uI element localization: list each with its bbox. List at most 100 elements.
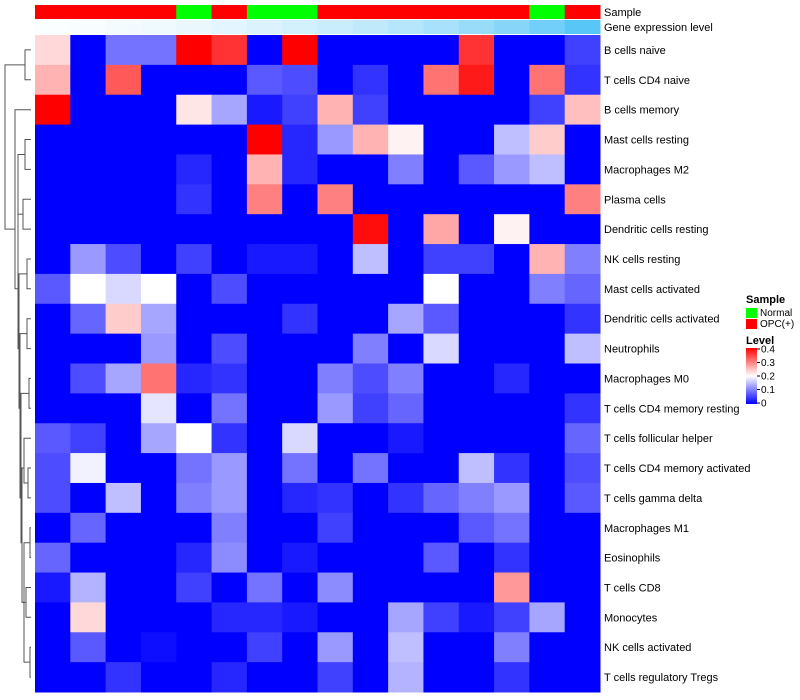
dendrogram-branch — [29, 646, 31, 678]
row-label: T cells CD4 naive — [604, 75, 690, 87]
heatmap-cell — [423, 363, 460, 394]
heatmap-cell — [70, 512, 107, 544]
gene-expression-track — [35, 20, 601, 34]
heatmap-cell — [388, 512, 424, 544]
heatmap-cell — [529, 244, 566, 275]
heatmap-cell — [70, 423, 107, 454]
heatmap-cell — [494, 572, 530, 603]
heatmap-cell — [282, 542, 318, 574]
heatmap-cell — [388, 273, 424, 305]
legend-level-tick-label: 0.3 — [761, 358, 775, 369]
heatmap-cell — [564, 35, 601, 66]
heatmap-cell — [564, 303, 601, 335]
heatmap-cell — [140, 154, 177, 185]
heatmap-cell — [211, 572, 248, 603]
heatmap-cell — [70, 184, 107, 215]
heatmap-cell — [176, 602, 213, 633]
heatmap-cell — [246, 333, 283, 364]
heatmap-cell — [352, 214, 389, 245]
dendrogram-branch — [29, 527, 31, 559]
heatmap-cell — [317, 453, 354, 484]
sample-annotation-cell — [423, 5, 460, 19]
heatmap-cell — [352, 273, 389, 305]
sample-annotation-track — [35, 5, 601, 19]
heatmap-cell — [317, 482, 354, 514]
heatmap-cell — [529, 572, 566, 603]
heatmap-cell — [35, 572, 71, 603]
heatmap-cell — [282, 662, 318, 693]
row-label: Mast cells resting — [604, 135, 689, 147]
heatmap-cell — [388, 393, 424, 424]
heatmap-cell — [458, 363, 495, 394]
heatmap-cell — [211, 214, 248, 245]
heatmap-cell — [140, 453, 177, 484]
heatmap-cell — [282, 632, 318, 663]
heatmap-cell — [105, 184, 142, 215]
expression-annotation-cell — [140, 20, 177, 34]
heatmap-cell — [388, 572, 424, 603]
heatmap-cell — [176, 184, 213, 215]
heatmap-cell — [105, 363, 142, 394]
heatmap-cell — [494, 512, 530, 544]
heatmap-cell — [35, 393, 71, 424]
heatmap-cell — [246, 214, 283, 245]
heatmap-cell — [458, 124, 495, 155]
legend: Sample Normal OPC(+) Level 0.4 0.3 0.2 0.1 0 — [746, 294, 794, 410]
heatmap-cell — [423, 94, 460, 126]
legend-level-title: Level — [746, 335, 774, 347]
heatmap-cell — [423, 423, 460, 454]
heatmap-cell — [423, 214, 460, 245]
heatmap-cell — [494, 214, 530, 245]
sample-annotation-cell — [317, 5, 354, 19]
dendrogram-branch — [18, 273, 27, 409]
heatmap-cell — [246, 423, 283, 454]
heatmap-cell — [423, 35, 460, 66]
row-label: Macrophages M2 — [604, 164, 689, 176]
heatmap-cell — [282, 64, 318, 96]
heatmap-cell — [529, 124, 566, 155]
heatmap-cell — [70, 333, 107, 364]
heatmap-cell — [564, 124, 601, 155]
heatmap-cell — [564, 572, 601, 603]
dendrogram-branch — [17, 154, 25, 350]
heatmap-cell — [70, 632, 107, 663]
heatmap-cell — [352, 154, 389, 185]
heatmap-cell — [140, 363, 177, 394]
expression-annotation-cell — [352, 20, 389, 34]
row-label: B cells memory — [604, 105, 680, 117]
heatmap-cell — [564, 214, 601, 245]
heatmap-cell — [176, 632, 213, 663]
heatmap-cell — [317, 423, 354, 454]
heatmap-cell — [246, 363, 283, 394]
row-label: T cells CD4 memory resting — [604, 403, 740, 415]
heatmap-cell — [211, 363, 248, 394]
heatmap-cell — [423, 453, 460, 484]
heatmap-cell — [105, 333, 142, 364]
heatmap-cell — [282, 423, 318, 454]
heatmap-cell — [388, 542, 424, 574]
heatmap-cell — [317, 363, 354, 394]
heatmap-cell — [317, 64, 354, 96]
heatmap-cell — [388, 184, 424, 215]
heatmap-cell — [564, 632, 601, 663]
heatmap-cell — [246, 453, 283, 484]
heatmap-cell — [176, 333, 213, 364]
sample-annotation-cell — [282, 5, 318, 19]
heatmap-cell — [494, 453, 530, 484]
dendrogram-branch — [4, 64, 25, 230]
heatmap-cell — [70, 453, 107, 484]
heatmap-cell — [246, 542, 283, 574]
heatmap-cell — [246, 303, 283, 335]
heatmap-cell — [105, 542, 142, 574]
expression-annotation-cell — [211, 20, 248, 34]
heatmap-cell — [35, 244, 71, 275]
heatmap-cell — [176, 512, 213, 544]
heatmap-cell — [317, 662, 354, 693]
heatmap-cell — [458, 453, 495, 484]
row-label: T cells CD8 — [604, 582, 661, 594]
heatmap-cell — [282, 124, 318, 155]
heatmap-cell — [140, 602, 177, 633]
heatmap-cell — [564, 154, 601, 185]
heatmap-cell — [423, 303, 460, 335]
